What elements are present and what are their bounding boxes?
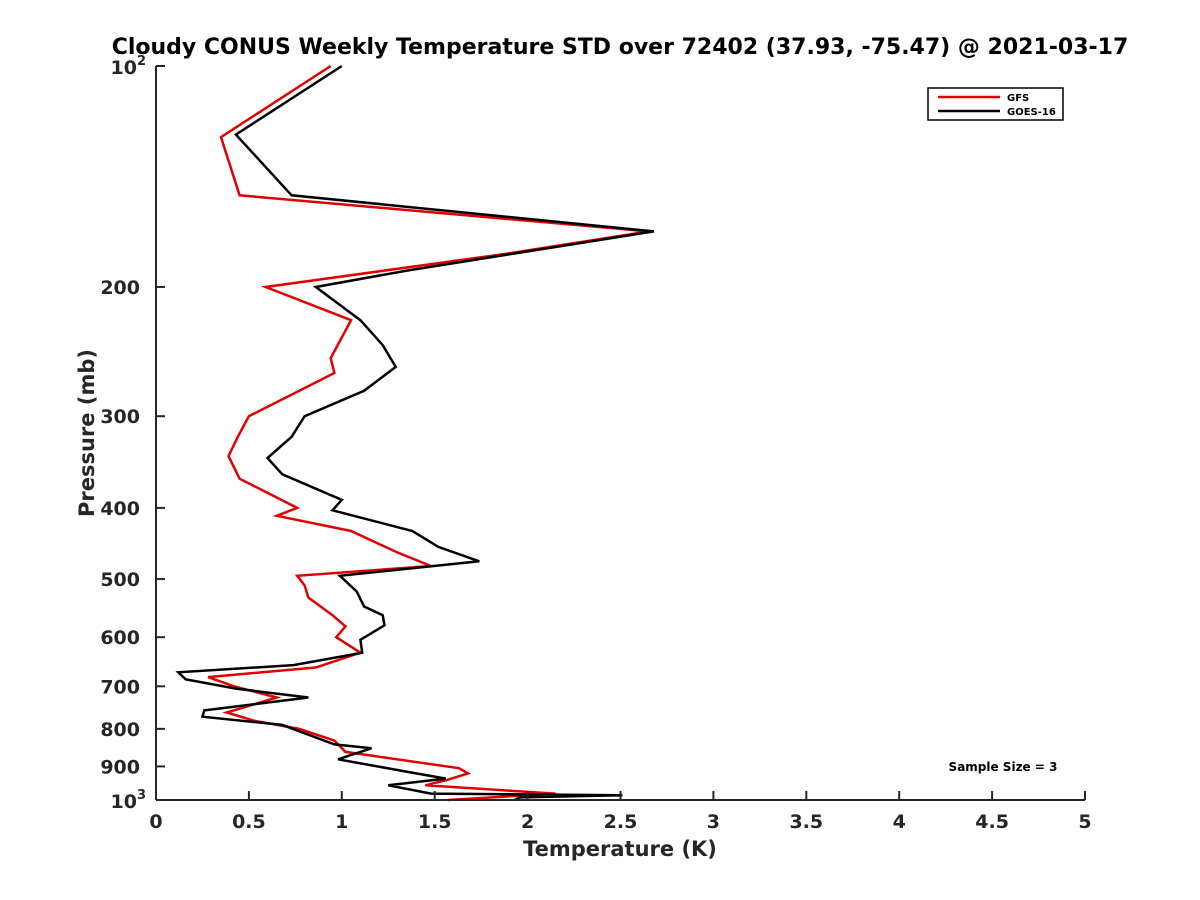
x-tick-label: 2 (521, 811, 534, 833)
y-tick-exponent: 2 (137, 54, 146, 69)
y-tick-exponent: 3 (137, 788, 146, 803)
y-tick-label: 600 (100, 627, 140, 649)
x-tick-label: 5 (1078, 811, 1091, 833)
y-tick-base: 10 (111, 57, 137, 79)
y-tick-label: 500 (100, 569, 140, 591)
x-tick-label: 1.5 (418, 811, 452, 833)
y-tick-label: 200 (100, 277, 140, 299)
y-tick-label: 102 (111, 54, 147, 79)
legend-label-gfs: GFS (1007, 93, 1029, 104)
y-tick-label: 800 (100, 719, 140, 741)
series-line-goes-16 (175, 64, 655, 802)
legend: GFS GOES-16 (927, 87, 1064, 121)
x-tick-label: 0.5 (232, 811, 266, 833)
legend-label-goes16: GOES-16 (1007, 107, 1056, 118)
x-tick-label: 4.5 (975, 811, 1009, 833)
x-tick-label: 4 (893, 811, 906, 833)
y-tick-label: 300 (100, 406, 140, 428)
chart-title: Cloudy CONUS Weekly Temperature STD over… (112, 35, 1129, 60)
series-layer (175, 64, 655, 802)
y-tick-label: 700 (100, 676, 140, 698)
x-ticks: 0 0.5 1 1.5 2 2.5 3 3.5 4 4.5 5 (149, 791, 1092, 833)
series-line-gfs (207, 64, 649, 802)
x-tick-label: 1 (335, 811, 348, 833)
x-tick-label: 3.5 (789, 811, 823, 833)
sample-size-annotation: Sample Size = 3 (949, 760, 1058, 774)
legend-box (927, 87, 1064, 121)
y-tick-label: 400 (100, 498, 140, 520)
y-tick-label: 900 (100, 756, 140, 778)
y-axis-label: Pressure (mb) (75, 349, 99, 517)
x-tick-label: 0 (149, 811, 162, 833)
x-axis-label: Temperature (K) (523, 837, 717, 861)
x-tick-label: 3 (707, 811, 720, 833)
y-tick-base: 10 (111, 791, 137, 813)
x-tick-label: 2.5 (604, 811, 638, 833)
y-tick-label: 103 (111, 788, 147, 813)
